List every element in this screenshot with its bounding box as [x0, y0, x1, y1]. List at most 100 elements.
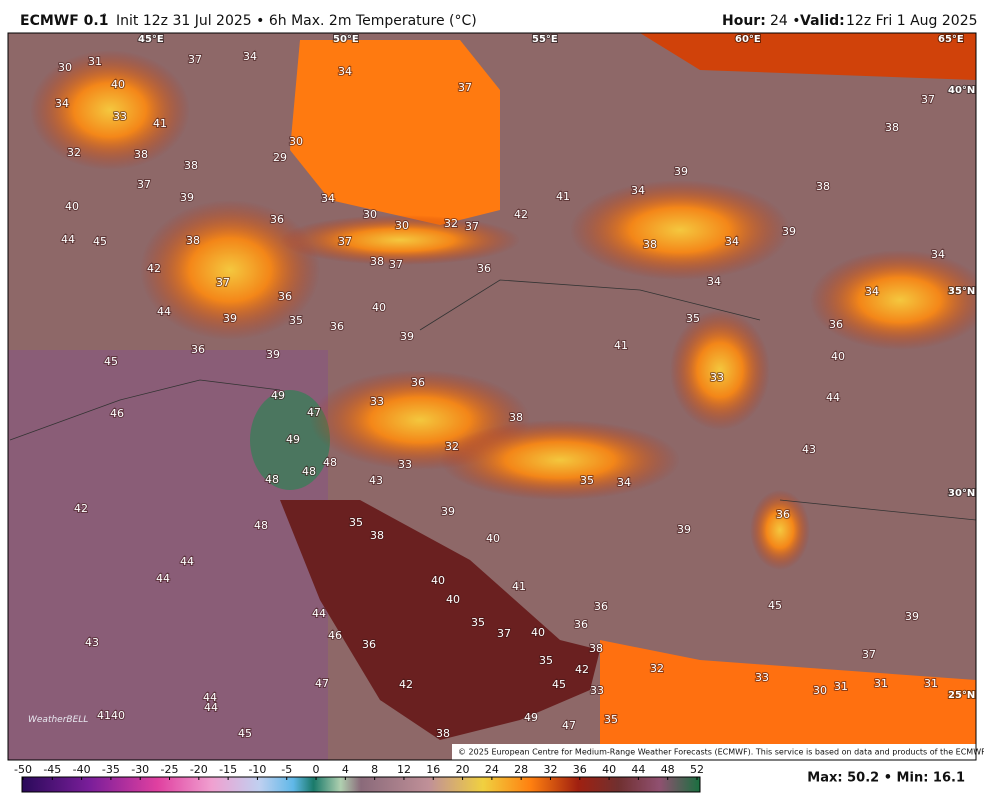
- title: Init 12z 31 Jul 2025 • 6h Max. 2m Temper…: [116, 13, 477, 29]
- temperature-label: 48: [302, 465, 316, 478]
- temperature-label: 37: [465, 220, 479, 233]
- labels: 45°E 50°E 55°E 60°E 65°E 40°N 35°N 30°N 25°N 30 31…: [54, 33, 976, 741]
- colorbar-tick-label: -25: [161, 763, 179, 776]
- temperature-label: 34: [631, 184, 645, 197]
- temperature-label: 34: [707, 275, 721, 288]
- valid: 12z Fri 1 Aug 2025: [846, 13, 978, 29]
- temperature-label: 38: [370, 529, 384, 542]
- temperature-label: 48: [254, 519, 268, 532]
- temperature-label: 29: [273, 151, 287, 164]
- temperature-label: 33: [710, 371, 724, 384]
- colorbar-tick-label: 20: [456, 763, 470, 776]
- map: [8, 33, 976, 760]
- colorbar-tick-label: 0: [313, 763, 320, 776]
- colorbar-tick-label: 16: [426, 763, 440, 776]
- temperature-label: 45: [238, 727, 252, 740]
- temperature-label: 40: [831, 350, 845, 363]
- colorbar-tick-label: 48: [661, 763, 675, 776]
- temperature-label: 33: [398, 458, 412, 471]
- temperature-label: 34: [617, 476, 631, 489]
- temperature-label: 30: [813, 684, 827, 697]
- lon-label: 60°E: [735, 34, 761, 45]
- valid-label: Valid:: [800, 13, 845, 29]
- temperature-label: 43: [369, 474, 383, 487]
- temperature-label: 43: [802, 443, 816, 456]
- temperature-label: 48: [265, 473, 279, 486]
- colorbar-tick-label: -15: [219, 763, 237, 776]
- temperature-label: 37: [137, 178, 151, 191]
- temperature-label: 35: [686, 312, 700, 325]
- temperature-label: 44: [61, 233, 75, 246]
- temperature-label: 46: [110, 407, 124, 420]
- colorbar-ticks: -50 -45 -40 -35 -30 -25 -20 -15 -10 -5 0 4 8 12 16 20 24…: [14, 763, 704, 780]
- temperature-label: 41: [97, 709, 111, 722]
- temperature-label: 37: [497, 627, 511, 640]
- temperature-label: 47: [307, 406, 321, 419]
- temperature-label: 36: [270, 213, 284, 226]
- temperature-label: 42: [74, 502, 88, 515]
- temperature-label: 41: [614, 339, 628, 352]
- colorbar: [21, 776, 701, 793]
- temperature-label: 38: [436, 727, 450, 740]
- temperature-label: 39: [400, 330, 414, 343]
- temperature-label: 31: [874, 677, 888, 690]
- temperature-label: 37: [862, 648, 876, 661]
- hour-label: Hour:: [722, 13, 766, 29]
- temperature-label: 39: [180, 191, 194, 204]
- lon-label: 55°E: [532, 34, 558, 45]
- temperature-label: 39: [905, 610, 919, 623]
- temperature-label: 31: [834, 680, 848, 693]
- temperature-label: 34: [55, 97, 69, 110]
- temperature-label: 36: [829, 318, 843, 331]
- temperature-label: 45: [104, 355, 118, 368]
- temperature-label: 33: [755, 671, 769, 684]
- lat-label: 40°N: [948, 85, 975, 96]
- temperature-label: 44: [157, 305, 171, 318]
- temperature-label: 48: [323, 456, 337, 469]
- temperature-label: 35: [539, 654, 553, 667]
- temperature-label: 32: [444, 217, 458, 230]
- temperature-label: 45: [768, 599, 782, 612]
- temperature-label: 42: [147, 262, 161, 275]
- temperature-label: 35: [604, 713, 618, 726]
- lat-label: 30°N: [948, 488, 975, 499]
- temperature-label: 38: [184, 159, 198, 172]
- temperature-label: 34: [865, 285, 879, 298]
- temperature-label: 36: [278, 290, 292, 303]
- temperature-label: 36: [574, 618, 588, 631]
- temperature-label: 38: [186, 234, 200, 247]
- temperature-label: 36: [477, 262, 491, 275]
- temperature-label: 34: [725, 235, 739, 248]
- temperature-label: 32: [67, 146, 81, 159]
- temperature-label: 42: [399, 678, 413, 691]
- colorbar-tick-label: 24: [485, 763, 499, 776]
- colorbar-tick-label: -5: [281, 763, 292, 776]
- temperature-label: 40: [531, 626, 545, 639]
- lon-label: 50°E: [333, 34, 359, 45]
- temperature-label: 36: [191, 343, 205, 356]
- temperature-label: 30: [289, 135, 303, 148]
- temperature-label: 30: [58, 61, 72, 74]
- stats: Max: 50.2 • Min: 16.1: [807, 771, 965, 786]
- temperature-label: 36: [776, 508, 790, 521]
- lat-label: 25°N: [948, 690, 975, 701]
- temperature-label: 39: [266, 348, 280, 361]
- temperature-label: 39: [782, 225, 796, 238]
- temperature-label: 33: [113, 110, 127, 123]
- temperature-label: 38: [589, 642, 603, 655]
- temperature-label: 40: [486, 532, 500, 545]
- temperature-label: 44: [204, 701, 218, 714]
- temperature-label: 41: [153, 117, 167, 130]
- temperature-label: 39: [223, 312, 237, 325]
- lat-label: 35°N: [948, 286, 975, 297]
- temperature-label: 31: [88, 55, 102, 68]
- temperature-label: 38: [885, 121, 899, 134]
- temperature-label: 38: [370, 255, 384, 268]
- colorbar-tick-label: 44: [631, 763, 645, 776]
- temperature-label: 45: [552, 678, 566, 691]
- temperature-label: 42: [575, 663, 589, 676]
- colorbar-tick-label: 12: [397, 763, 411, 776]
- temperature-label: 34: [243, 50, 257, 63]
- temperature-label: 34: [931, 248, 945, 261]
